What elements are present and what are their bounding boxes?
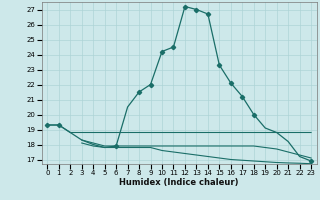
X-axis label: Humidex (Indice chaleur): Humidex (Indice chaleur) bbox=[119, 178, 239, 187]
